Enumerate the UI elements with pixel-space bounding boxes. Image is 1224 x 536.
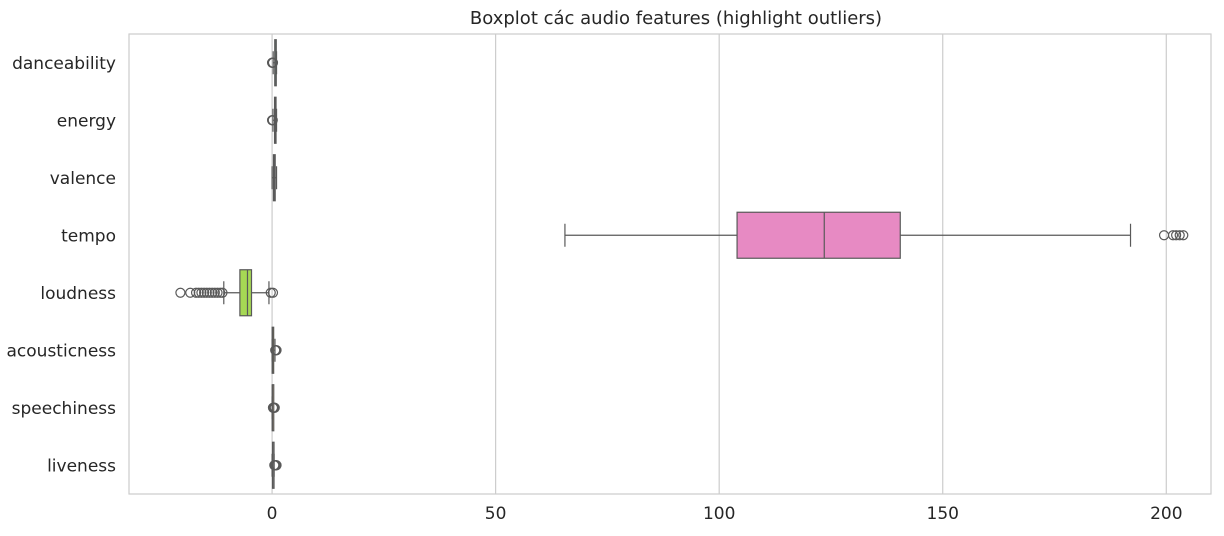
box-group (269, 441, 282, 489)
outlier-point (1174, 230, 1185, 241)
y-tick-label: energy (57, 111, 116, 131)
outlier-point (271, 345, 282, 356)
box-group (564, 211, 1189, 259)
outlier-point (201, 287, 212, 298)
outlier-point (267, 287, 279, 298)
outlier-point (212, 287, 223, 298)
box-group (266, 39, 279, 87)
y-tick-label: acousticness (7, 341, 117, 361)
box (239, 269, 253, 317)
outlier-point (207, 287, 218, 298)
outlier-point (175, 287, 186, 298)
outlier-point (199, 287, 210, 298)
outlier-point (1171, 230, 1182, 241)
x-tick-label: 0 (267, 504, 278, 524)
box-group (270, 326, 282, 374)
outlier-point (204, 287, 215, 298)
outlier-point (271, 460, 282, 471)
box-group (267, 384, 280, 432)
outlier-point (1158, 230, 1170, 241)
outlier-point (190, 287, 202, 298)
chart-title: Boxplot các audio features (highlight ou… (470, 8, 882, 29)
x-tick-labels: 0 50 100 150 200 (267, 504, 1183, 524)
y-tick-label: liveness (47, 456, 116, 476)
grid-lines (271, 34, 1167, 494)
outlier-point (267, 57, 279, 68)
y-tick-label: speechiness (12, 399, 117, 419)
x-tick-label: 150 (927, 504, 959, 524)
outlier-point (1167, 230, 1179, 241)
x-tick-label: 50 (485, 504, 507, 524)
boxes (175, 39, 1189, 489)
outlier-point (267, 115, 278, 126)
y-tick-label: loudness (40, 284, 116, 304)
outlier-point (1178, 230, 1189, 241)
box-group (271, 154, 278, 202)
plot-frame (128, 33, 1212, 495)
outlier-point (209, 287, 220, 298)
box-group (175, 269, 279, 317)
x-tick-label: 100 (703, 504, 735, 524)
y-tick-label: danceability (12, 54, 116, 74)
outlier-point (269, 402, 280, 413)
outlier-point (196, 287, 207, 298)
outlier-point (193, 287, 204, 298)
y-tick-label: tempo (61, 226, 116, 246)
outlier-point (217, 287, 228, 298)
y-tick-label: valence (50, 169, 116, 189)
box (736, 211, 901, 259)
y-tick-labels: danceability energy valence tempo loudness ac… (7, 54, 117, 477)
x-tick-label: 200 (1150, 504, 1182, 524)
box-group (266, 96, 278, 144)
